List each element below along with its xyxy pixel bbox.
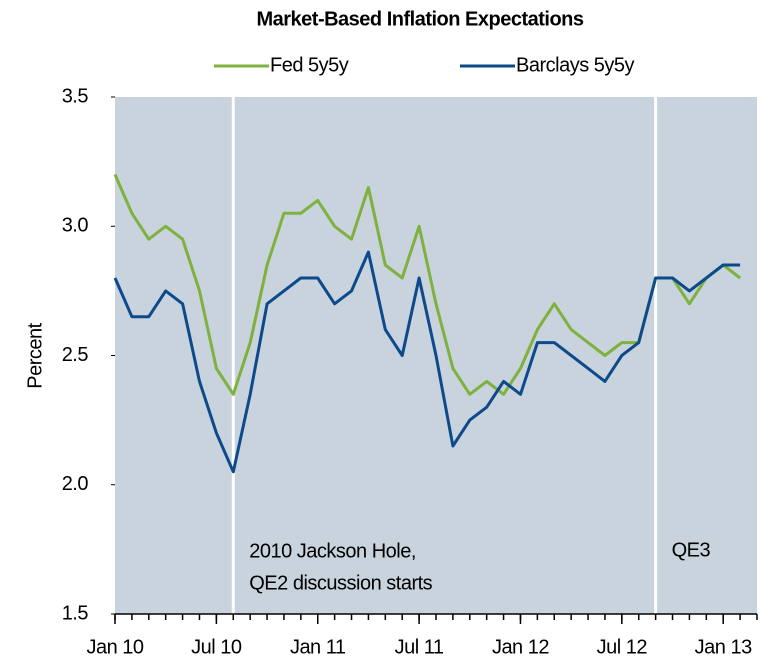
legend-label: Fed 5y5y [270,54,349,76]
x-tick-label: Jul 10 [191,636,242,658]
y-tick-label: 2.5 [62,344,89,366]
event-label: QE2 discussion starts [249,572,432,594]
x-tick-label: Jan 11 [290,636,346,658]
event-label: 2010 Jackson Hole, [249,540,416,562]
x-tick-label: Jan 12 [492,636,549,658]
chart-title: Market-Based Inflation Expectations [256,8,583,30]
x-tick-label: Jan 10 [86,636,143,658]
y-tick-label: 1.5 [62,602,89,624]
y-tick-label: 3.0 [62,215,89,237]
x-tick-label: Jan 13 [695,636,752,658]
legend-label: Barclays 5y5y [516,54,634,76]
series-line [113,173,742,396]
y-tick-label: 3.5 [62,85,89,107]
series-line [113,250,741,474]
y-axis-label: Percent [24,322,46,388]
x-tick-label: Jul 12 [597,636,648,658]
event-label: QE3 [672,539,711,561]
y-tick-label: 2.0 [62,473,89,495]
x-tick-label: Jul 11 [395,636,444,658]
